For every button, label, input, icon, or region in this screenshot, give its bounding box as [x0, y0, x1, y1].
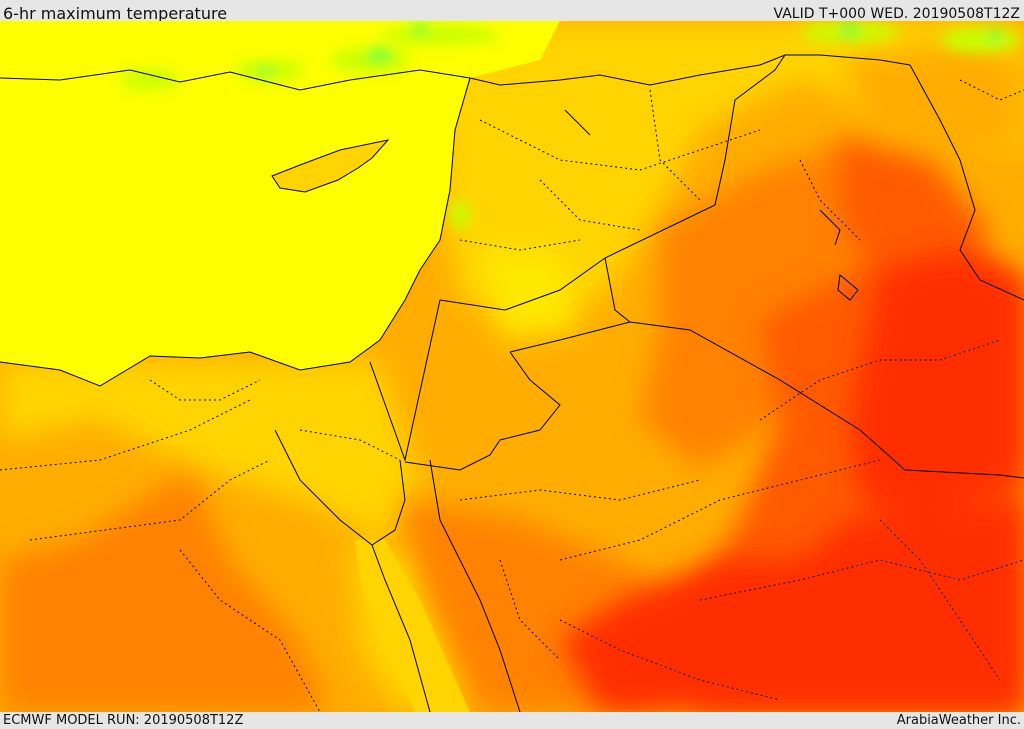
model-run-label: ECMWF MODEL RUN: 20190508T12Z [3, 713, 244, 728]
temperature-map[interactable] [0, 21, 1024, 712]
green-patches [120, 22, 1020, 229]
credit-label: ArabiaWeather Inc. [896, 713, 1021, 728]
red-sea [355, 540, 470, 712]
province-borders [0, 79, 1024, 712]
map-title: 6-hr maximum temperature [3, 4, 228, 23]
coastlines [0, 54, 1024, 712]
map-canvas [0, 21, 1024, 712]
dark-orange-zone [0, 40, 1024, 712]
header-bar [0, 0, 1024, 21]
cyprus [271, 139, 390, 193]
national-borders [369, 54, 1024, 479]
valid-time: VALID T+000 WED. 20190508T12Z [773, 6, 1020, 22]
red-zone [560, 250, 1024, 712]
footer-bar [0, 712, 1024, 729]
